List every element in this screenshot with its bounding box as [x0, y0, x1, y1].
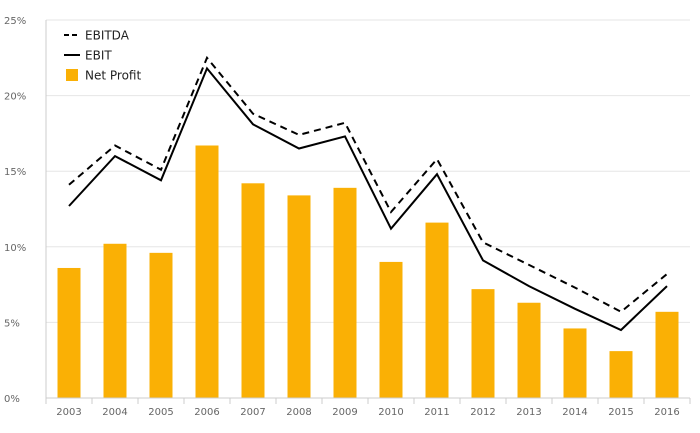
net-profit-bar [195, 145, 219, 398]
y-tick-label: 5% [4, 318, 20, 329]
ebit-line [68, 66, 668, 332]
net-profit-bar [103, 243, 127, 398]
x-tick-label: 2016 [654, 407, 679, 418]
net-profit-bar [425, 222, 449, 398]
x-tick-label: 2007 [240, 407, 265, 418]
x-tick-label: 2009 [332, 407, 357, 418]
legend-label-ebitda: EBITDA [85, 29, 130, 43]
x-tick-label: 2003 [56, 407, 81, 418]
axes: 0% 5% 10% 15% 20% 25% 2003 2004 2005 2006 2007 2008… [4, 16, 691, 418]
y-tick-label: 25% [4, 16, 26, 27]
gridlines [46, 19, 690, 323]
y-tick-label: 10% [4, 243, 26, 254]
legend-swatch-net-profit [66, 69, 78, 81]
net-profit-bar [333, 187, 357, 398]
net-profit-bar [379, 261, 403, 398]
profit-lines [68, 55, 668, 332]
x-tick-label: 2014 [562, 407, 587, 418]
legend-label-net-profit: Net Profit [85, 69, 141, 83]
ebitda-line [68, 55, 668, 313]
net-profit-bar [517, 302, 541, 398]
x-tick-label: 2008 [286, 407, 311, 418]
y-tick-label: 20% [4, 92, 26, 103]
net-profit-bar [149, 252, 173, 398]
net-profit-bar [471, 289, 495, 398]
x-tick-label: 2006 [194, 407, 219, 418]
net-profit-bar [241, 183, 265, 398]
legend: EBITDA EBIT Net Profit [64, 29, 141, 83]
y-tick-label: 0% [4, 394, 20, 405]
net-profit-bar [655, 311, 679, 398]
x-tick-label: 2010 [378, 407, 403, 418]
y-tick-label: 15% [4, 167, 26, 178]
legend-label-ebit: EBIT [85, 49, 112, 63]
net-profit-bar [287, 195, 311, 398]
x-tick-label: 2015 [608, 407, 633, 418]
net-profit-bar [563, 328, 587, 398]
x-tick-label: 2013 [516, 407, 541, 418]
x-tick-label: 2011 [424, 407, 449, 418]
x-tick-label: 2012 [470, 407, 495, 418]
x-tick-label: 2004 [102, 407, 127, 418]
x-tick-label: 2005 [148, 407, 173, 418]
net-profit-bar [609, 351, 633, 398]
net-profit-bars [57, 145, 679, 398]
net-profit-bar [57, 267, 81, 398]
